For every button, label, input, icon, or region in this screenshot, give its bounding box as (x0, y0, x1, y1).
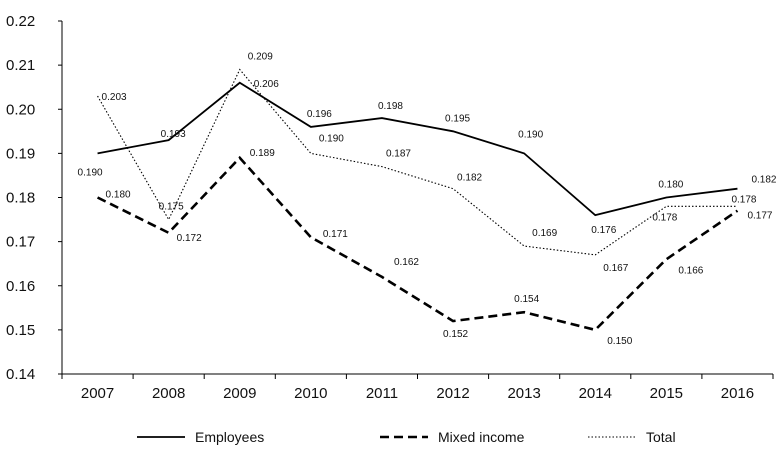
chart-legend: Employees Mixed income Total (137, 429, 676, 445)
data-label: 0.193 (161, 129, 186, 140)
y-tick-label: 0.16 (6, 278, 35, 295)
data-label: 0.150 (607, 336, 632, 347)
x-tick-label: 2012 (436, 385, 469, 402)
data-label: 0.172 (177, 233, 202, 244)
data-label: 0.209 (248, 52, 273, 63)
x-tick-label: 2009 (223, 385, 256, 402)
data-label: 0.180 (658, 180, 683, 191)
data-label: 0.167 (603, 263, 628, 274)
data-label: 0.178 (731, 194, 756, 205)
x-tick-label: 2007 (81, 385, 114, 402)
x-tick-label: 2010 (294, 385, 327, 402)
x-axis-ticks: 2007 2008 2009 2010 2011 2012 2013 2014 2015 2016 (61, 374, 774, 402)
x-tick-label: 2014 (579, 385, 612, 402)
data-label: 0.182 (457, 173, 482, 184)
data-label: 0.176 (591, 225, 616, 236)
y-tick-label: 0.18 (6, 190, 35, 207)
legend-label: Mixed income (438, 429, 525, 445)
y-tick-label: 0.17 (6, 234, 35, 251)
data-label: 0.190 (518, 129, 543, 140)
data-label: 0.162 (394, 257, 419, 268)
data-label: 0.195 (445, 113, 470, 124)
y-tick-label: 0.19 (6, 145, 35, 162)
series-line-mixed-income (96, 155, 739, 332)
data-label: 0.180 (106, 190, 131, 201)
x-tick-label: 2008 (152, 385, 185, 402)
chart-series (96, 68, 739, 332)
y-tick-label: 0.15 (6, 322, 35, 339)
data-label: 0.190 (319, 133, 344, 144)
data-label: 0.178 (652, 212, 677, 223)
data-label: 0.198 (378, 101, 403, 112)
x-tick-label: 2013 (507, 385, 540, 402)
data-label: 0.189 (250, 148, 275, 159)
data-label: 0.152 (443, 329, 468, 340)
x-tick-label: 2015 (650, 385, 683, 402)
data-labels: 0.190 0.193 0.206 0.196 0.198 0.195 0.190 0.176… (78, 52, 777, 347)
data-label: 0.175 (159, 202, 184, 213)
y-tick-label: 0.22 (6, 13, 35, 30)
x-tick-label: 2016 (721, 385, 754, 402)
data-label: 0.166 (678, 265, 703, 276)
legend-label: Employees (195, 429, 264, 445)
data-label: 0.171 (323, 229, 348, 240)
y-tick-label: 0.14 (6, 366, 35, 383)
legend-label: Total (646, 429, 676, 445)
y-tick-label: 0.21 (6, 57, 35, 74)
data-label: 0.187 (386, 149, 411, 160)
data-label: 0.203 (102, 92, 127, 103)
data-label: 0.169 (532, 228, 557, 239)
series-line-total (97, 68, 738, 256)
x-tick-label: 2011 (366, 385, 398, 402)
data-label: 0.154 (514, 294, 539, 305)
data-label: 0.177 (747, 211, 772, 222)
data-label: 0.190 (78, 167, 103, 178)
data-label: 0.182 (751, 175, 776, 186)
data-label: 0.196 (307, 109, 332, 120)
series-line-employees (97, 81, 738, 217)
y-axis-ticks: 0.14 0.15 0.16 0.17 0.18 0.19 0.20 0.21 0.22 (6, 13, 62, 383)
y-tick-label: 0.20 (6, 101, 35, 118)
data-label: 0.206 (254, 79, 279, 90)
